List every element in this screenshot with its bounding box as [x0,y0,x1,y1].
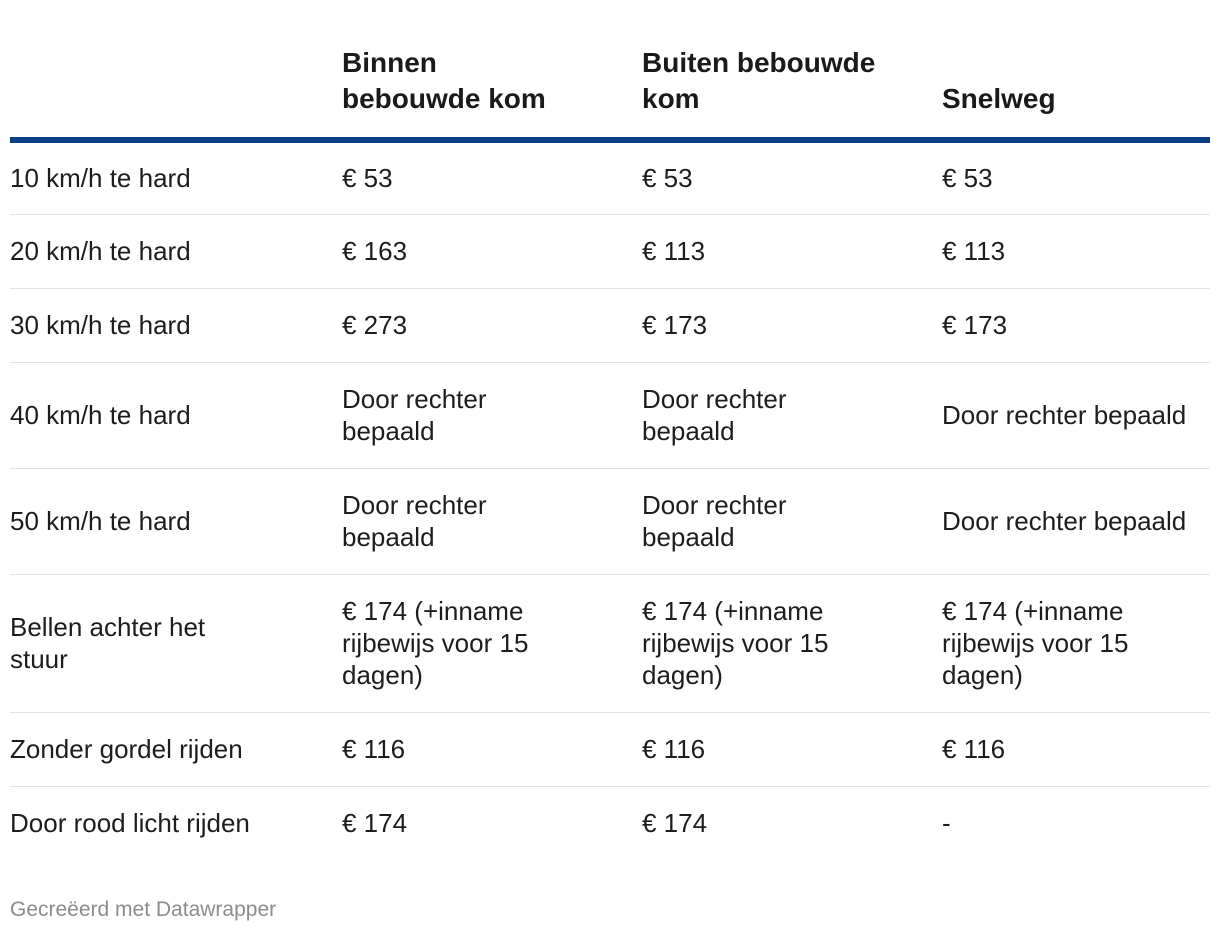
table-row: Door rood licht rijden € 174 € 174 - [10,786,1210,860]
table-cell: € 116 [942,712,1210,787]
table-cell: - [942,808,951,839]
table-cell: Door rechter bepaald [642,362,942,469]
column-header-snelweg: Snelweg [942,0,1210,143]
speeding-fines-table: Binnen bebouwde kom Buiten bebouwde kom … [10,0,1210,860]
table-cell: € 113 [942,214,1210,289]
table-cell: € 53 [942,140,1210,215]
table-row: Zonder gordel rijden € 116 € 116 € 116 [10,712,1210,787]
row-label: Zonder gordel rijden [10,712,342,787]
row-label: 30 km/h te hard [10,288,342,363]
column-header-label: Snelweg [942,83,1056,114]
table-cell: € 173 [942,288,1210,363]
table-cell: Door rechter bepaald [642,468,942,575]
cell-text: € 174 (+inname rijbewijs voor 15 dagen) [942,596,1129,690]
cell-text: € 174 (+inname rijbewijs voor 15 dagen) [342,596,529,690]
cell-text: Door rechter bepaald [342,490,487,552]
cell-text: Door rechter bepaald [642,384,787,446]
row-label: Bellen achter het stuur [10,574,342,713]
table-row: Bellen achter het stuur € 174 (+inname r… [10,574,1210,713]
table-row: 30 km/h te hard € 273 € 173 € 173 [10,288,1210,363]
cell-text: Bellen achter het stuur [10,612,206,674]
table-cell: € 174 [642,808,708,839]
cell-text: Door rechter bepaald [642,490,787,552]
column-header-binnen-bebouwde-kom: Binnen bebouwde kom [342,0,642,143]
row-label: 50 km/h te hard [10,468,342,575]
row-label: Door rood licht rijden [10,808,250,839]
header-row: Binnen bebouwde kom Buiten bebouwde kom … [10,0,1210,143]
table-cell: € 53 [642,140,942,215]
row-label: 10 km/h te hard [10,140,342,215]
table-cell: € 174 [342,808,408,839]
datawrapper-credit: Gecreëerd met Datawrapper [10,898,277,921]
data-table-container: Binnen bebouwde kom Buiten bebouwde kom … [10,0,1210,860]
table-cell: € 174 (+inname rijbewijs voor 15 dagen) [342,574,642,713]
table-cell: Door rechter bepaald [942,468,1210,575]
table-cell: € 116 [342,712,642,787]
table-cell: € 163 [342,214,642,289]
table-cell: € 116 [642,712,942,787]
table-cell: Door rechter bepaald [942,362,1210,469]
table-cell: € 174 (+inname rijbewijs voor 15 dagen) [942,574,1210,713]
column-header-buiten-bebouwde-kom: Buiten bebouwde kom [642,0,942,143]
table-cell: € 174 (+inname rijbewijs voor 15 dagen) [642,574,942,713]
column-header-label: Binnen bebouwde kom [342,47,546,114]
cell-text: € 174 (+inname rijbewijs voor 15 dagen) [642,596,829,690]
table-cell: Door rechter bepaald [342,468,642,575]
cell-text: Door rechter bepaald [342,384,487,446]
table-row: 50 km/h te hard Door rechter bepaald Doo… [10,468,1210,575]
row-label: 40 km/h te hard [10,362,342,469]
column-header-empty [10,0,342,143]
table-cell: Door rechter bepaald [342,362,642,469]
table-row: 40 km/h te hard Door rechter bepaald Doo… [10,362,1210,469]
column-header-label: Buiten bebouwde kom [642,47,876,114]
table-row: 20 km/h te hard € 163 € 113 € 113 [10,214,1210,289]
row-label: 20 km/h te hard [10,214,342,289]
table-cell: € 173 [642,288,942,363]
table-cell: € 273 [342,288,642,363]
table-cell: € 113 [642,214,942,289]
table-row: 10 km/h te hard € 53 € 53 € 53 [10,140,1210,215]
table-cell: € 53 [342,140,642,215]
